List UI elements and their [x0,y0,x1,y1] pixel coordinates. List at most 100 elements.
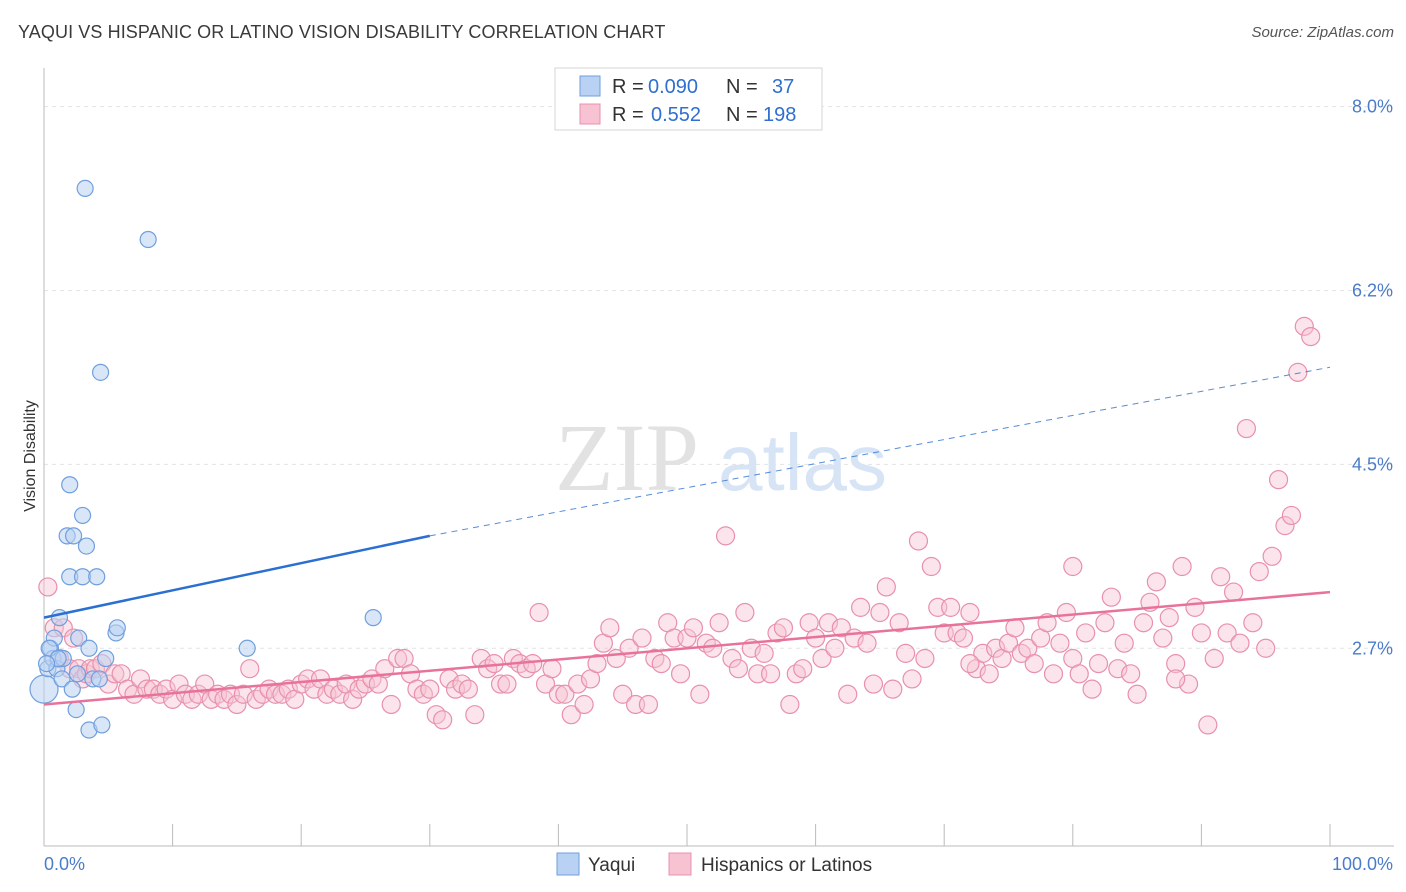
hisp-point [426,705,446,725]
hisp-point [1056,602,1076,623]
hisp-point [754,643,774,663]
hisp-point [979,664,999,684]
hisp-point [1076,623,1096,643]
hisp-point [908,531,929,551]
series-yaqui-points [29,179,382,739]
hisp-point [683,618,704,638]
hisp-point [1281,505,1302,526]
y-axis-label: Vision Disability [22,400,39,512]
yaqui-point [61,476,79,494]
hisp-point [561,705,581,725]
hisp-point [1268,470,1289,490]
hisp-point [1198,715,1218,735]
hisp-point [381,694,401,715]
hisp-point [1095,613,1115,633]
yaqui-point [90,670,108,688]
yaqui-point [37,655,56,673]
y-tick-label: 4.5% [1352,454,1393,474]
yaqui-point [93,716,111,734]
hisp-point [1243,613,1263,633]
legend-hisp-r-label: R = [612,104,644,126]
hisp-point [1121,664,1141,684]
hisp-point [709,613,729,633]
hisp-point [1005,618,1025,638]
hisp-point [1153,628,1173,648]
hisp-point [1249,562,1269,582]
hisp-point [137,679,157,699]
hisp-point [1114,633,1134,653]
hisp-point [1088,654,1109,674]
x-tick-label: 0.0% [44,854,85,874]
yaqui-point [108,619,126,637]
source-label: Source: ZipAtlas.com [1251,24,1394,41]
hisp-point [548,684,569,704]
bottom-legend-hisp-swatch [668,852,692,876]
yaqui-point [70,629,88,647]
hisp-point [613,684,633,704]
hisp-point [516,659,536,679]
hisp-point [1262,546,1282,566]
hisp-point [1043,664,1064,684]
hisp-point [960,602,980,623]
trend-lines [43,366,1331,706]
hisp-point [1256,638,1276,658]
hisp-point [902,669,922,689]
series-hispanics-points [38,316,1321,735]
hisp-point [497,674,517,694]
hisp-point [1275,516,1295,536]
hisp-point [343,689,363,709]
hisp-point [670,664,691,684]
hisp-point [542,659,562,679]
hisp-point [767,623,787,643]
hisp-point [722,648,742,669]
hisp-point [587,654,607,674]
yaqui-point [364,609,382,627]
hisp-point [1050,633,1070,653]
hisp-point [1288,362,1308,382]
hisp-point [1211,567,1231,587]
hisp-point [233,684,253,704]
legend-yaqui-n-value: 37 [772,76,794,98]
hisp-point [876,577,896,597]
hisp-point [1024,654,1044,674]
hisp-point [1172,556,1192,577]
axes [43,68,1394,847]
hisp-point [863,674,884,694]
hisp-point [953,628,974,648]
yaqui-point [67,700,85,719]
y-tick-label: 8.0% [1352,97,1393,117]
watermark: ZIP atlas [555,404,887,511]
hisp-point [1063,556,1083,577]
legend-hisp-swatch [579,103,601,125]
hisp-point [645,648,665,669]
hisp-point [818,613,839,633]
hisp-point [246,689,266,709]
hisp-point [1301,326,1321,347]
hisp-point [465,705,485,725]
hisp-point [1185,597,1205,617]
hisp-point [960,654,980,674]
hisp-point [786,664,806,684]
hisp-point [227,694,247,715]
hisp-point [452,674,472,694]
hisp-point [433,710,453,730]
yaqui-point [73,506,92,525]
hisp-point [728,659,749,679]
hisp-point [272,684,292,704]
hisp-point [420,679,440,699]
yaqui-point [139,230,157,249]
hisp-point [38,577,58,597]
hisp-point [851,597,871,617]
yaqui-point [88,568,106,586]
hisp-point [600,618,620,638]
bottom-legend-yaqui-swatch [556,852,580,876]
hisp-point [574,694,594,715]
legend-yaqui-n-label: N = [726,76,758,98]
hisp-point [690,684,710,704]
hisp-point [812,648,832,669]
chart-title: YAQUI VS HISPANIC OR LATINO VISION DISAB… [18,22,666,42]
hisp-point [1159,608,1179,628]
hisp-point [1191,623,1212,643]
hisp-point [735,602,755,623]
